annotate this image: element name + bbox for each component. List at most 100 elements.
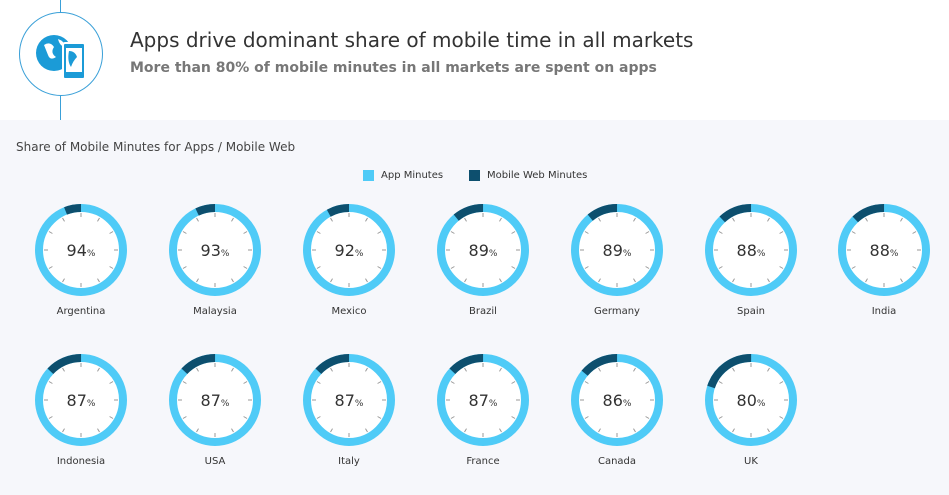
tick-mark — [767, 278, 770, 283]
tick-mark — [633, 217, 636, 222]
web-arc — [303, 204, 395, 296]
country-label: Spain — [737, 306, 765, 317]
tick-mark — [62, 367, 65, 372]
tick-mark — [182, 416, 187, 419]
tick-mark — [377, 266, 382, 269]
tick-mark — [718, 231, 723, 234]
country-label: Canada — [598, 456, 636, 467]
tick-mark — [109, 381, 114, 384]
tick-mark — [196, 217, 199, 222]
web-arc — [571, 204, 663, 296]
tick-mark — [718, 381, 723, 384]
tick-mark — [450, 231, 455, 234]
tick-mark — [645, 266, 650, 269]
globe-phone-icon — [19, 12, 103, 96]
tick-mark — [182, 231, 187, 234]
tick-mark — [231, 278, 234, 283]
country-label: Germany — [594, 306, 640, 317]
tick-mark — [365, 428, 368, 433]
tick-mark — [732, 367, 735, 372]
tick-mark — [196, 428, 199, 433]
donut-grid: 94%Argentina93%Malaysia92%Mexico89%Brazi… — [34, 204, 930, 467]
tick-mark — [900, 278, 903, 283]
tick-mark — [464, 278, 467, 283]
web-arc — [437, 354, 529, 446]
country-label: Brazil — [469, 306, 497, 317]
country-label: Mexico — [332, 306, 367, 317]
tick-mark — [109, 416, 114, 419]
web-arc — [705, 204, 797, 296]
header: Apps drive dominant share of mobile time… — [0, 0, 949, 120]
tick-mark — [48, 231, 53, 234]
tick-mark — [645, 231, 650, 234]
tick-mark — [62, 278, 65, 283]
tick-mark — [316, 266, 321, 269]
tick-mark — [377, 416, 382, 419]
legend-web: Mobile Web Minutes — [469, 170, 587, 181]
web-arc — [35, 354, 127, 446]
tick-mark — [851, 231, 856, 234]
tick-mark — [779, 266, 784, 269]
country-label: India — [872, 306, 897, 317]
tick-mark — [450, 381, 455, 384]
tick-mark — [767, 367, 770, 372]
web-arc — [169, 204, 261, 296]
tick-mark — [598, 217, 601, 222]
tick-mark — [511, 416, 516, 419]
tick-mark — [330, 367, 333, 372]
tick-mark — [316, 416, 321, 419]
web-arc — [838, 204, 930, 296]
tick-mark — [912, 266, 917, 269]
tick-mark — [231, 428, 234, 433]
tick-mark — [718, 416, 723, 419]
tick-mark — [243, 266, 248, 269]
legend-label-web: Mobile Web Minutes — [487, 170, 588, 181]
tick-mark — [732, 428, 735, 433]
tick-mark — [779, 231, 784, 234]
legend-swatch-web — [469, 170, 480, 181]
tick-mark — [97, 428, 100, 433]
tick-mark — [48, 381, 53, 384]
tick-mark — [499, 217, 502, 222]
country-label: Italy — [338, 456, 360, 467]
tick-mark — [330, 278, 333, 283]
tick-mark — [231, 217, 234, 222]
tick-mark — [511, 266, 516, 269]
tick-mark — [464, 428, 467, 433]
tick-mark — [584, 416, 589, 419]
tick-mark — [182, 381, 187, 384]
tick-mark — [377, 381, 382, 384]
tick-mark — [732, 278, 735, 283]
tick-mark — [598, 367, 601, 372]
tick-mark — [48, 416, 53, 419]
tick-mark — [316, 381, 321, 384]
tick-mark — [633, 367, 636, 372]
tick-mark — [62, 217, 65, 222]
tick-mark — [48, 266, 53, 269]
web-arc — [169, 354, 261, 446]
tick-mark — [851, 266, 856, 269]
tick-mark — [97, 217, 100, 222]
tick-mark — [243, 231, 248, 234]
tick-mark — [243, 416, 248, 419]
chart-panel: Share of Mobile Minutes for Apps / Mobil… — [0, 120, 949, 495]
tick-mark — [779, 381, 784, 384]
tick-mark — [450, 266, 455, 269]
legend-label-app: App Minutes — [381, 170, 444, 181]
page-title: Apps drive dominant share of mobile time… — [130, 28, 694, 52]
legend-app: App Minutes — [363, 170, 443, 181]
tick-mark — [377, 231, 382, 234]
tick-mark — [450, 416, 455, 419]
tick-mark — [633, 278, 636, 283]
tick-mark — [584, 381, 589, 384]
tick-mark — [109, 266, 114, 269]
tick-mark — [499, 367, 502, 372]
tick-mark — [912, 231, 917, 234]
country-label: Argentina — [57, 306, 106, 317]
tick-mark — [330, 217, 333, 222]
tick-mark — [718, 266, 723, 269]
web-arc — [303, 354, 395, 447]
tick-mark — [645, 381, 650, 384]
tick-mark — [633, 428, 636, 433]
tick-mark — [499, 428, 502, 433]
